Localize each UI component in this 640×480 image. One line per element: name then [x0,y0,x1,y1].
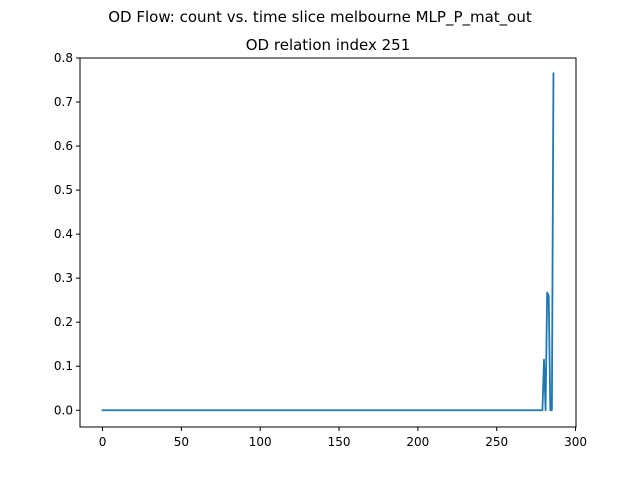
figure-suptitle: OD Flow: count vs. time slice melbourne … [108,8,532,27]
chart-title: OD relation index 251 [246,36,411,54]
y-tick-label: 0.0 [54,403,73,417]
y-tick-label: 0.8 [54,51,73,65]
x-tick-label: 250 [485,435,508,449]
plot-frame [79,57,577,428]
x-tick-label: 150 [328,435,351,449]
y-tick-label: 0.6 [54,139,73,153]
x-tick-label: 300 [564,435,587,449]
data-series [101,72,555,412]
y-tick-label: 0.3 [54,271,73,285]
x-tick-label: 0 [99,435,107,449]
series-line [101,72,555,412]
y-tick-label: 0.4 [54,227,73,241]
x-tick-label: 100 [249,435,272,449]
x-tick-label: 50 [174,435,189,449]
axis-ticks: 0 50 100 150 200 250 300 0.0 0.1 0.2 0.3 0.4 0.5 0.6 0… [54,51,587,449]
y-tick-label: 0.5 [54,183,73,197]
y-tick-label: 0.2 [54,315,73,329]
y-tick-label: 0.7 [54,95,73,109]
x-tick-label: 200 [406,435,429,449]
y-tick-label: 0.1 [54,359,73,373]
